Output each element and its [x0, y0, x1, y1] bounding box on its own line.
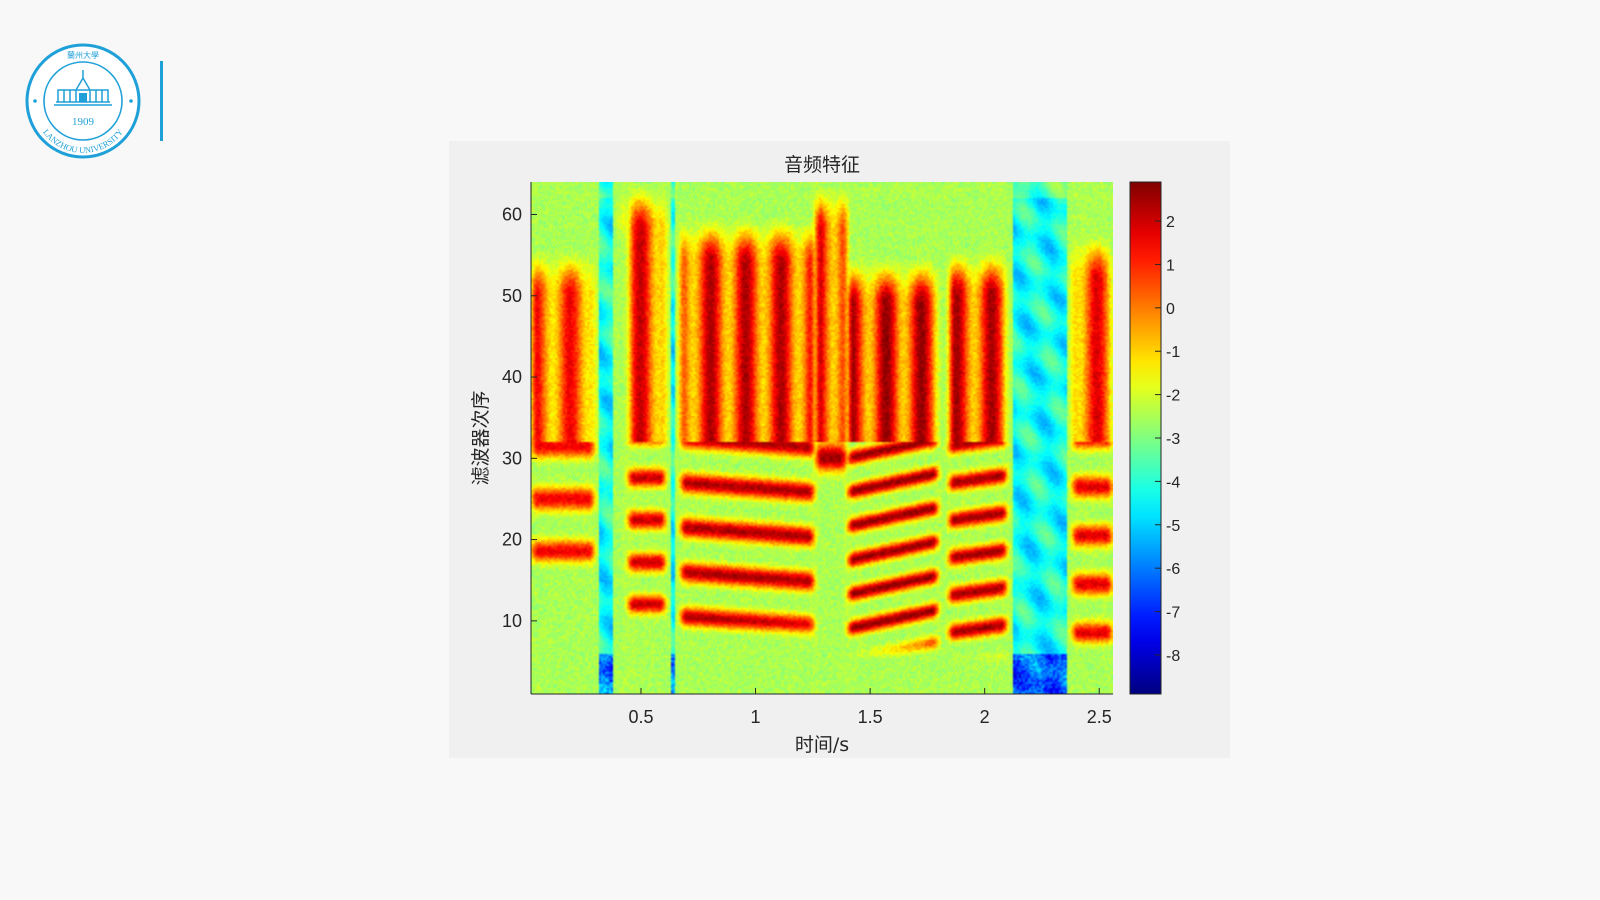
y-tick-label: 10	[502, 611, 522, 631]
x-tick-label: 1	[751, 707, 761, 727]
x-tick-label: 2	[980, 707, 990, 727]
colorbar-tick-label: 0	[1166, 301, 1175, 318]
colorbar-ticks: 2 1 0 -1 -2 -3 -4 -5 -6 -7 -8	[1155, 214, 1180, 665]
university-logo: 1909 蘭州大學 LANZHOU UNIVERSITY	[25, 43, 141, 159]
logo-divider	[160, 61, 163, 141]
x-axis: 0.5 1 1.5 2 2.5	[531, 688, 1113, 727]
colorbar-tick-label: -2	[1166, 388, 1180, 405]
y-tick-label: 60	[502, 205, 522, 225]
colorbar-tick-label: -5	[1166, 518, 1180, 535]
heatmap-image	[531, 182, 1113, 694]
logo-year: 1909	[72, 116, 95, 128]
colorbar-tick-label: -8	[1166, 648, 1180, 665]
y-tick-label: 40	[502, 367, 522, 387]
colorbar-tick-label: -3	[1166, 431, 1180, 448]
colorbar-tick-label: 2	[1166, 214, 1175, 231]
colorbar-tick-label: -4	[1166, 474, 1180, 491]
logo-chinese-name: 蘭州大學	[67, 50, 99, 60]
y-tick-label: 20	[502, 530, 522, 550]
y-tick-label: 30	[502, 448, 522, 468]
x-axis-label: 时间/s	[795, 734, 849, 756]
colorbar-tick-label: -6	[1166, 561, 1180, 578]
colorbar-tick-label: -7	[1166, 605, 1180, 622]
x-tick-label: 1.5	[858, 707, 883, 727]
x-tick-label: 2.5	[1087, 707, 1112, 727]
chart-title: 音频特征	[784, 154, 860, 176]
x-tick-label: 0.5	[628, 707, 653, 727]
y-axis: 10 20 30 40 50 60	[502, 182, 537, 694]
colorbar-tick-label: -1	[1166, 344, 1180, 361]
y-axis-label: 滤波器次序	[470, 390, 492, 485]
colorbar-tick-label: 1	[1166, 257, 1175, 274]
y-tick-label: 50	[502, 286, 522, 306]
figure-panel: 音频特征 0.5 1 1.5 2 2.5 10 20 30 40 50 60 时间/s 滤波器次序…	[449, 141, 1230, 758]
